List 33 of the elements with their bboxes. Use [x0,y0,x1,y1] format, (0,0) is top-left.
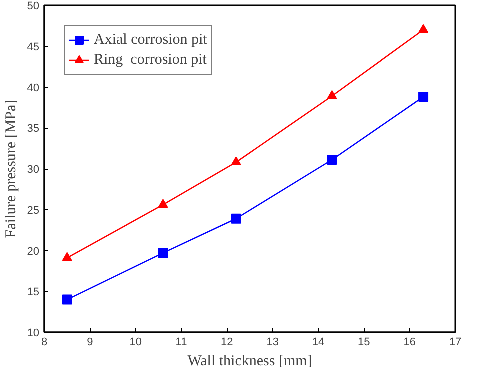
point [158,199,168,208]
point [62,252,72,262]
x-tick-label: 14 [312,336,325,348]
y-tick-label: 15 [27,286,40,299]
point [231,156,242,166]
x-tick-label: 15 [358,336,370,348]
y-tick-label: 45 [27,41,40,54]
y-tick-label: 30 [27,164,40,176]
x-tick-label: 8 [41,336,48,348]
y-tick-label: 25 [27,204,40,217]
point [231,214,242,224]
point [158,248,168,258]
x-tick-label: 13 [266,336,279,348]
y-axis-title: Failure pressure [MPa] [3,100,20,238]
x-tick-label: 17 [449,336,462,348]
point [418,92,429,102]
point [418,24,429,34]
y-tick-label: 35 [27,123,40,136]
y-tick-label: 20 [27,246,40,258]
point [327,155,338,166]
x-axis-title: Wall thickness [mm] [188,354,312,370]
x-tick-label: 11 [176,336,188,348]
x-tick-label: 9 [87,336,94,348]
legend-label: Ring corrosion pit [94,52,207,68]
x-tick-label: 16 [404,336,416,348]
legend-label: Axial corrosion pit [94,32,208,48]
y-tick-label: 40 [27,82,40,94]
x-tick-label: 12 [221,336,234,348]
point [62,294,72,305]
point [327,90,338,100]
x-tick-label: 10 [130,336,142,348]
y-tick-label: 10 [27,328,40,340]
y-tick-label: 50 [27,0,40,12]
